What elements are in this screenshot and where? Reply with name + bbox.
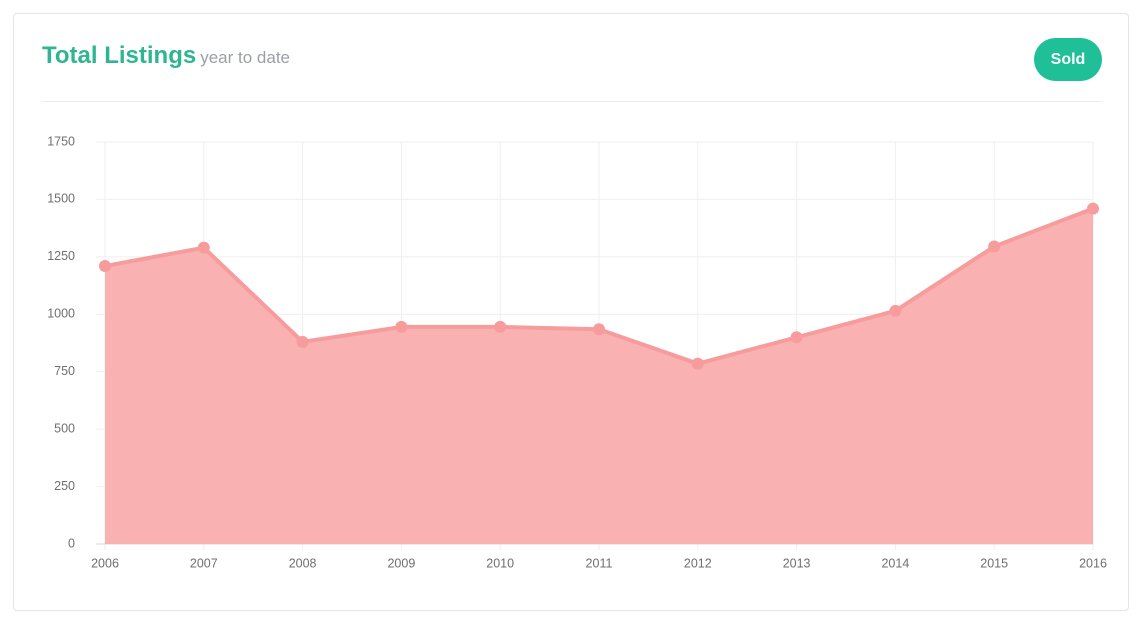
sold-button[interactable]: Sold: [1034, 38, 1102, 81]
point: [1087, 202, 1099, 215]
x-tick-label: 2014: [881, 556, 909, 570]
x-tick-label: 2009: [387, 556, 415, 570]
point: [197, 241, 210, 254]
y-tick-label: 500: [54, 421, 75, 435]
point: [889, 304, 902, 317]
x-tick-label: 2007: [190, 556, 218, 570]
chart-subtitle: year to date: [200, 48, 290, 67]
point: [494, 320, 507, 333]
title-block: Total Listings year to date: [42, 42, 290, 70]
y-tick-label: 1500: [47, 192, 75, 206]
x-tick-label: 2013: [783, 556, 811, 570]
card: [13, 13, 1129, 611]
point: [790, 331, 803, 344]
y-tick-label: 1250: [47, 249, 75, 263]
area: [105, 208, 1093, 545]
point: [988, 240, 1001, 253]
x-tick-label: 2011: [586, 556, 613, 570]
x-tick-label: 2008: [289, 556, 317, 570]
x-tick-label: 2006: [91, 556, 119, 570]
point: [296, 335, 309, 348]
point: [395, 320, 408, 333]
x-tick-label: 2012: [684, 556, 712, 570]
y-tick-label: 0: [68, 536, 75, 550]
point: [99, 260, 111, 273]
x-tick-label: 2016: [1079, 556, 1107, 570]
chart-title: Total Listings: [42, 42, 197, 69]
x-tick-label: 2010: [486, 556, 514, 570]
point: [593, 323, 605, 336]
y-tick-label: 750: [54, 364, 75, 378]
point: [691, 357, 704, 370]
y-tick-label: 1000: [47, 307, 75, 321]
x-tick-label: 2015: [980, 556, 1008, 570]
y-tick-label: 1750: [47, 134, 75, 148]
divider: [42, 101, 1102, 102]
y-tick-label: 250: [54, 479, 75, 493]
